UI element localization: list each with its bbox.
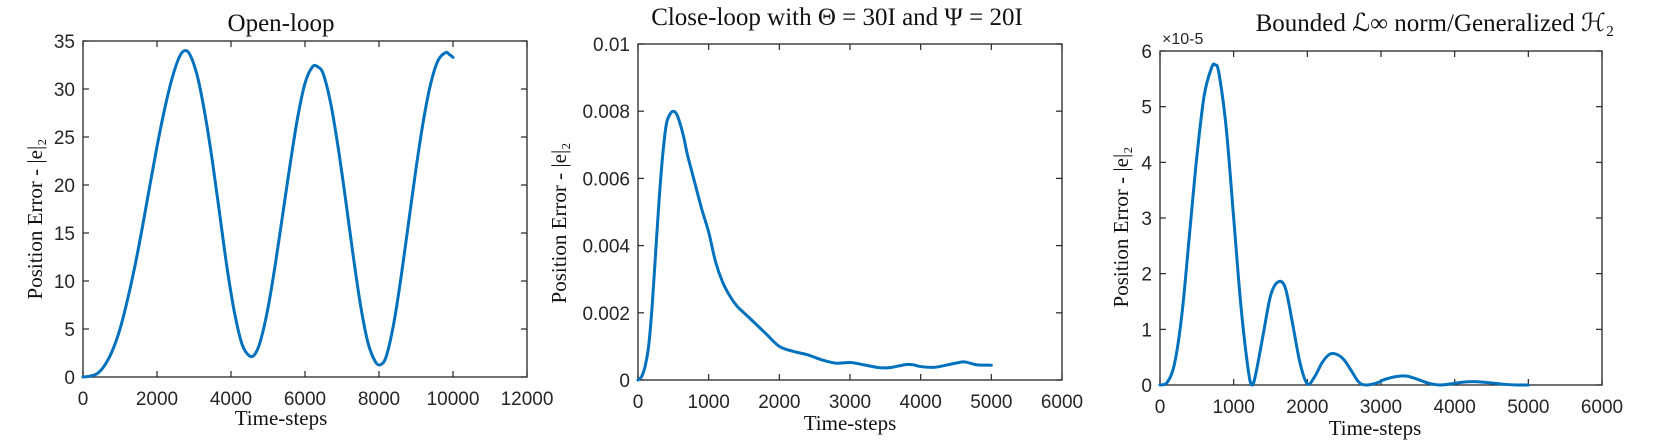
y-axis-label: Position Error - |e|₂ — [23, 139, 47, 300]
x-tick-label: 0 — [1155, 397, 1166, 418]
y-axis-exponent: ×10-5 — [1162, 31, 1203, 48]
y-tick-label: 10 — [54, 272, 75, 293]
y-tick-label: 6 — [1141, 42, 1152, 63]
close-loop-panel: Close-loop with Θ = 30I and Ψ = 20I Time… — [547, 4, 1083, 435]
x-tick-label: 4000 — [210, 389, 252, 410]
x-tick-label: 2000 — [136, 389, 178, 410]
plot-area: 0 1000 2000 3000 4000 5000 6000 0 0.002 0.004 0.00… — [582, 35, 1083, 413]
axes-box — [1159, 50, 1603, 386]
x-tick-label: 8000 — [358, 389, 400, 410]
series-line — [81, 49, 455, 379]
x-tick-label: 0 — [633, 392, 644, 413]
series-line — [1158, 62, 1530, 387]
y-tick-label: 0.004 — [582, 237, 630, 258]
plot-area: 0 1000 2000 3000 4000 5000 6000 0 1 2 3 4 5 6 — [1141, 42, 1623, 418]
x-tick-label: 1000 — [1213, 397, 1255, 418]
y-tick-label: 0 — [64, 368, 75, 389]
y-tick-label: 5 — [1141, 98, 1152, 119]
bounded-norm-panel: Bounded ℒ∞ norm/Generalized ℋ₂ ×10-5 Tim… — [1109, 10, 1623, 440]
x-tick-label: 12000 — [501, 389, 554, 410]
x-tick-label: 6000 — [1581, 397, 1623, 418]
axes-box — [82, 40, 528, 378]
x-tick-label: 10000 — [427, 389, 480, 410]
y-tick-label: 4 — [1141, 153, 1152, 174]
plot-area: 0 2000 4000 6000 8000 10000 12000 0 5 10 15 20 25 30 3… — [54, 32, 554, 410]
y-tick-label: 3 — [1141, 209, 1152, 230]
y-tick-label: 5 — [64, 320, 75, 341]
open-loop-panel: Open-loop Time-steps Position Error - |e… — [23, 10, 553, 430]
x-tick-label: 3000 — [1360, 397, 1402, 418]
x-axis-label: Time-steps — [235, 406, 328, 430]
y-tick-label: 1 — [1141, 320, 1152, 341]
y-tick-label: 2 — [1141, 265, 1152, 286]
x-tick-label: 2000 — [758, 392, 800, 413]
x-tick-label: 6000 — [1041, 392, 1083, 413]
chart-title: Open-loop — [228, 10, 335, 37]
y-tick-label: 0 — [619, 371, 630, 392]
y-tick-label: 0.008 — [582, 102, 630, 123]
y-tick-label: 30 — [54, 80, 75, 101]
y-axis-label: Position Error - |e|₂ — [1109, 147, 1133, 308]
y-tick-label: 0.006 — [582, 169, 630, 190]
y-tick-label: 20 — [54, 176, 75, 197]
y-tick-label: 0.01 — [593, 35, 630, 56]
y-axis-label: Position Error - |e|₂ — [547, 143, 571, 304]
chart-title: Bounded ℒ∞ norm/Generalized ℋ₂ — [1256, 10, 1615, 37]
x-tick-label: 6000 — [284, 389, 326, 410]
x-tick-label: 5000 — [970, 392, 1012, 413]
chart-title: Close-loop with Θ = 30I and Ψ = 20I — [651, 4, 1023, 31]
y-tick-label: 0 — [1141, 376, 1152, 397]
x-tick-label: 5000 — [1507, 397, 1549, 418]
y-tick-label: 15 — [54, 224, 75, 245]
x-tick-label: 4000 — [1434, 397, 1476, 418]
y-tick-label: 35 — [54, 32, 75, 53]
x-tick-label: 2000 — [1286, 397, 1328, 418]
x-tick-label: 4000 — [900, 392, 942, 413]
x-tick-label: 3000 — [829, 392, 871, 413]
x-axis-label: Time-steps — [1329, 416, 1422, 440]
series-line — [636, 109, 993, 382]
x-tick-label: 1000 — [688, 392, 730, 413]
y-tick-label: 25 — [54, 128, 75, 149]
y-tick-label: 0.002 — [582, 304, 630, 325]
x-tick-label: 0 — [78, 389, 89, 410]
x-axis-label: Time-steps — [804, 411, 897, 435]
